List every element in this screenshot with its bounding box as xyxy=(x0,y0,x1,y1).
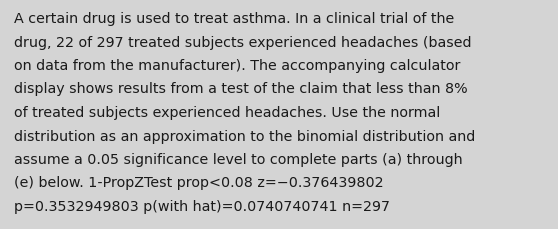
Text: distribution as an approximation to the binomial distribution and: distribution as an approximation to the … xyxy=(14,129,475,143)
Text: on data from the manufacturer). The accompanying calculator: on data from the manufacturer). The acco… xyxy=(14,59,460,73)
Text: drug, 22 of 297 treated subjects experienced headaches (based: drug, 22 of 297 treated subjects experie… xyxy=(14,35,472,49)
Text: of treated subjects experienced headaches. Use the normal: of treated subjects experienced headache… xyxy=(14,106,440,120)
Text: p=0.3532949803 p(with hat)=0.0740740741 n=297: p=0.3532949803 p(with hat)=0.0740740741 … xyxy=(14,199,390,213)
Text: (e) below. 1-PropZTest prop<0.08 z=−0.376439802: (e) below. 1-PropZTest prop<0.08 z=−0.37… xyxy=(14,176,384,190)
Text: A certain drug is used to treat asthma. In a clinical trial of the: A certain drug is used to treat asthma. … xyxy=(14,12,454,26)
Text: assume a 0.05 significance level to complete parts (a) through: assume a 0.05 significance level to comp… xyxy=(14,152,463,166)
Text: display shows results from a test of the claim that less than 8%: display shows results from a test of the… xyxy=(14,82,468,96)
